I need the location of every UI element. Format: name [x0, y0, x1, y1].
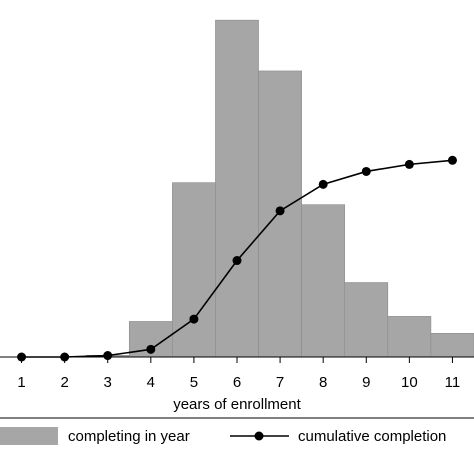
legend: completing in year cumulative completion	[0, 427, 446, 445]
x-tick-label-8: 8	[319, 374, 327, 391]
cumulative-point-10	[404, 159, 414, 169]
legend-label-line: cumulative completion	[298, 428, 446, 445]
x-axis-ticks: 1 2 3 4 5 6 7 8 9 10 11	[17, 357, 460, 391]
x-tick-label-9: 9	[362, 374, 370, 391]
bar-11	[430, 332, 474, 358]
x-tick-label-10: 10	[401, 374, 418, 391]
legend-bar-swatch	[0, 427, 58, 445]
bar-10	[387, 316, 432, 358]
cumulative-point-7	[275, 206, 285, 216]
cumulative-point-5	[189, 314, 199, 324]
cumulative-point-8	[318, 179, 328, 189]
x-tick-label-4: 4	[147, 374, 155, 391]
cumulative-point-11	[447, 155, 457, 165]
cumulative-point-9	[361, 166, 371, 176]
bar-8	[301, 204, 346, 358]
x-tick-label-2: 2	[60, 374, 68, 391]
cumulative-point-6	[232, 256, 242, 266]
bar-5	[172, 182, 216, 358]
x-tick-label-3: 3	[104, 374, 112, 391]
x-tick-label-7: 7	[276, 374, 284, 391]
x-axis-label: years of enrollment	[173, 396, 301, 413]
x-tick-label-5: 5	[190, 374, 198, 391]
x-tick-label-11: 11	[445, 374, 461, 391]
legend-line-marker	[254, 431, 264, 441]
legend-label-bars: completing in year	[68, 428, 190, 445]
cumulative-point-3	[103, 351, 113, 361]
cumulative-point-4	[146, 344, 156, 354]
x-tick-label-6: 6	[233, 374, 241, 391]
bar-6	[215, 19, 259, 358]
histogram-bars	[85, 19, 474, 358]
bar-9	[344, 282, 389, 358]
x-tick-label-1: 1	[17, 374, 25, 391]
